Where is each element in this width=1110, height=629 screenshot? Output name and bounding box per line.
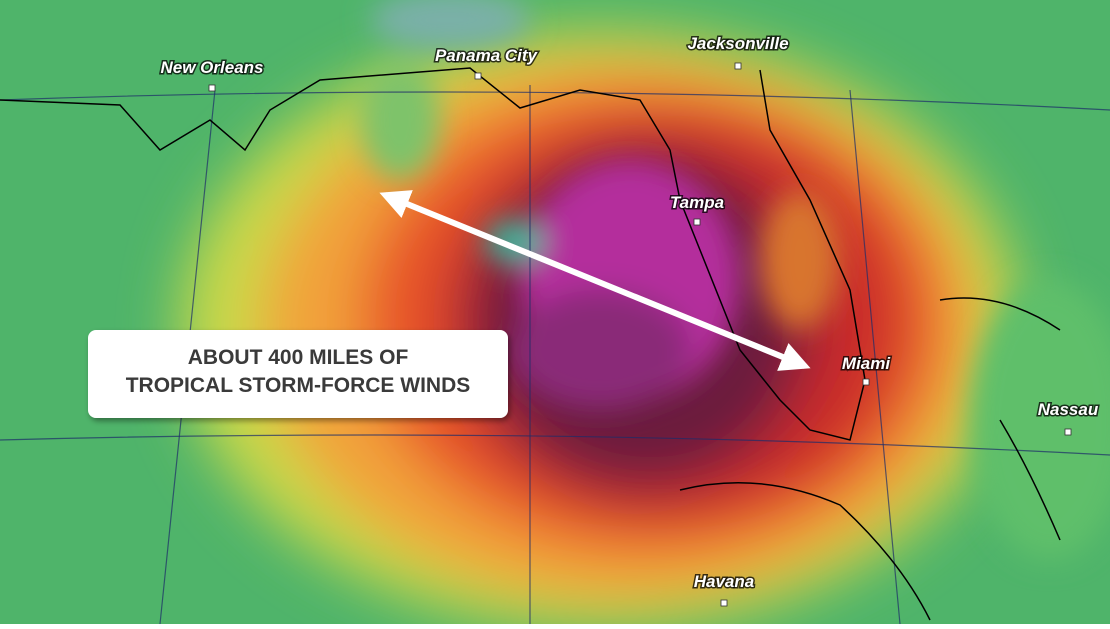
callout-box bbox=[88, 330, 508, 418]
city-marker bbox=[474, 72, 482, 80]
city-marker bbox=[693, 218, 701, 226]
city-marker bbox=[720, 599, 728, 607]
city-label: Havana bbox=[694, 572, 754, 591]
city-marker bbox=[208, 84, 216, 92]
coastline bbox=[0, 67, 1061, 621]
city-label: Jacksonville bbox=[687, 34, 788, 53]
city-marker bbox=[1064, 428, 1072, 436]
city-label: Nassau bbox=[1038, 400, 1099, 419]
city-marker bbox=[862, 378, 870, 386]
city-labels: New Orleans Panama City Jacksonville Tampa M… bbox=[159, 33, 1100, 607]
city-label: Miami bbox=[842, 354, 891, 373]
city-label: Tampa bbox=[670, 193, 724, 212]
callout-line: ABOUT 400 MILES OF bbox=[188, 346, 409, 369]
city-marker bbox=[734, 62, 742, 70]
city-label: Panama City bbox=[435, 46, 539, 65]
callout-line: TROPICAL STORM-FORCE WINDS bbox=[126, 374, 471, 397]
distance-arrow bbox=[379, 190, 811, 371]
city-label: New Orleans bbox=[161, 58, 264, 77]
callout-background bbox=[88, 330, 508, 418]
